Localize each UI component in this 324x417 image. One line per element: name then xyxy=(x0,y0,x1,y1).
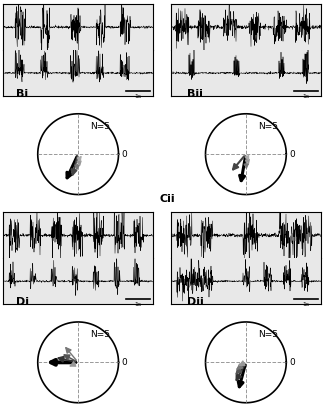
Text: Bii: Bii xyxy=(187,89,203,99)
Text: N=5: N=5 xyxy=(258,330,278,339)
Text: Bi: Bi xyxy=(16,89,28,99)
Text: 1s: 1s xyxy=(302,94,309,99)
Text: Cii: Cii xyxy=(159,194,175,204)
Text: 1s: 1s xyxy=(302,302,309,307)
Text: 1s: 1s xyxy=(134,302,142,307)
Text: 1s: 1s xyxy=(134,94,142,99)
Text: N=5: N=5 xyxy=(90,330,110,339)
Text: N=5: N=5 xyxy=(258,122,278,131)
Text: 0: 0 xyxy=(289,358,295,367)
Text: Dii: Dii xyxy=(187,297,204,307)
Text: N=5: N=5 xyxy=(90,122,110,131)
Text: 0: 0 xyxy=(289,150,295,158)
Text: 0: 0 xyxy=(122,150,127,158)
Text: 0: 0 xyxy=(122,358,127,367)
Text: Di: Di xyxy=(16,297,29,307)
